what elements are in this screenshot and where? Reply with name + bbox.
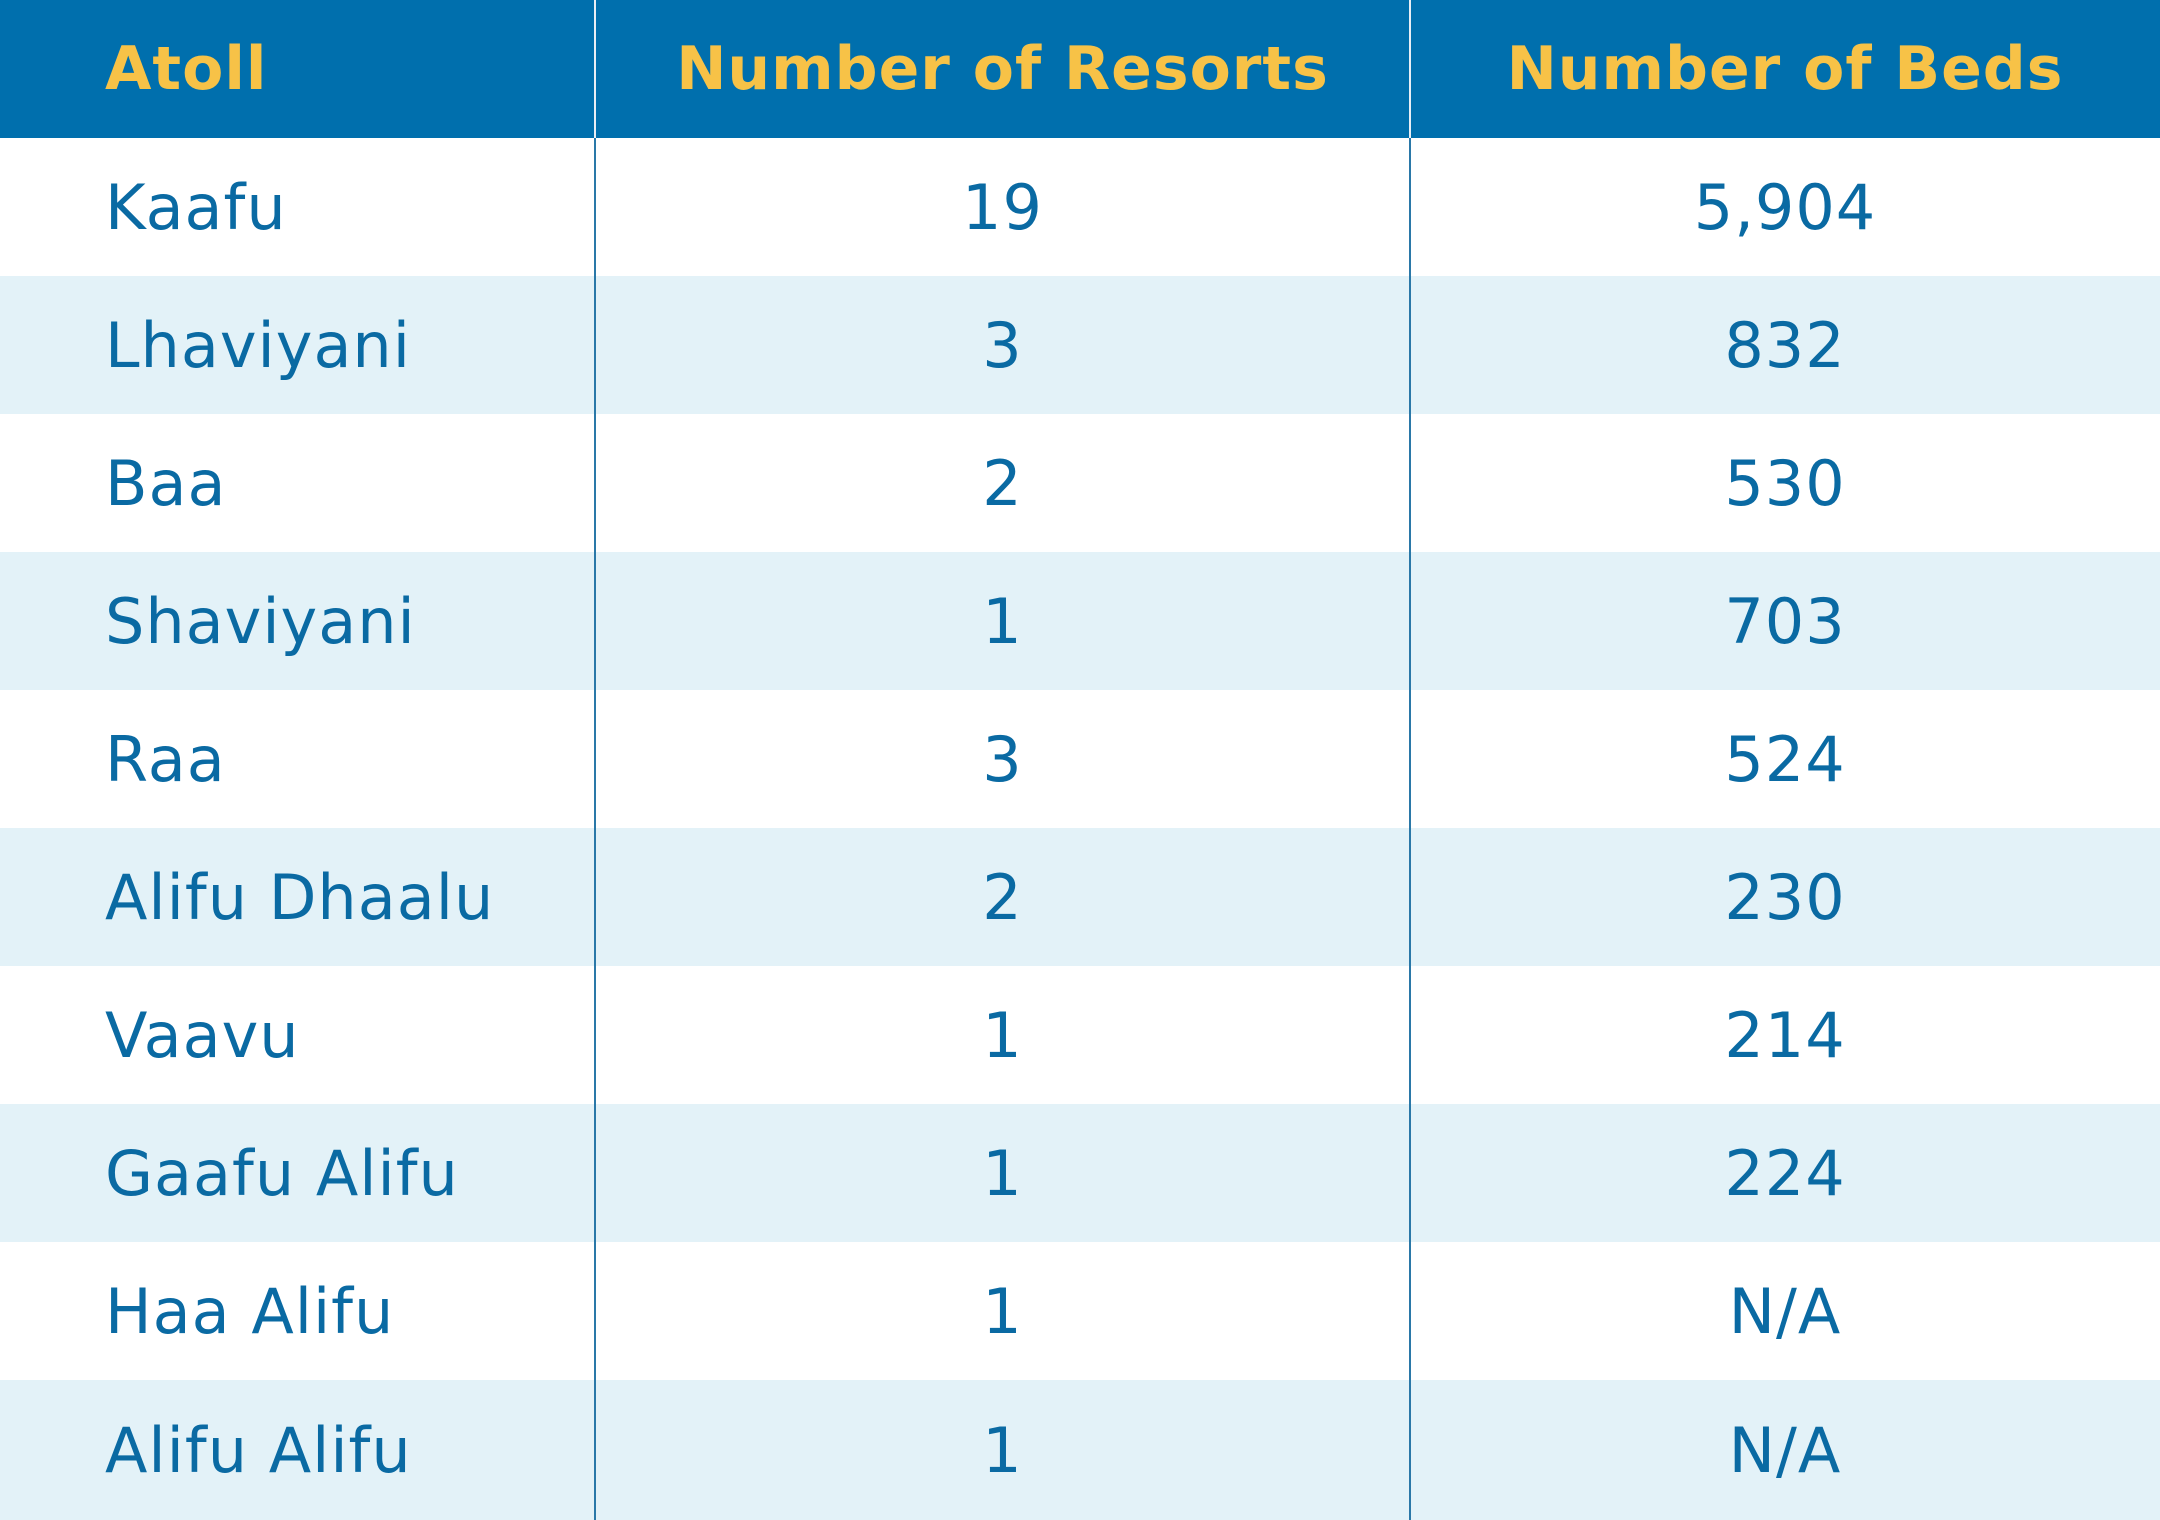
header-divider bbox=[594, 0, 596, 138]
beds-cell: 230 bbox=[1724, 860, 1846, 934]
atoll-cell: Lhaviyani bbox=[105, 308, 411, 382]
beds-cell: 530 bbox=[1724, 446, 1846, 520]
table-row: Alifu Alifu 1 N/A bbox=[0, 1380, 2160, 1520]
column-divider bbox=[1409, 0, 1411, 1520]
table-row: Vaavu 1 214 bbox=[0, 966, 2160, 1104]
beds-cell: N/A bbox=[1728, 1274, 1842, 1348]
beds-cell: 5,904 bbox=[1693, 170, 1877, 244]
header-number-of-resorts: Number of Resorts bbox=[676, 34, 1329, 104]
atoll-cell: Vaavu bbox=[105, 998, 300, 1072]
table-row: Lhaviyani 3 832 bbox=[0, 276, 2160, 414]
resorts-cell: 1 bbox=[982, 998, 1023, 1072]
beds-cell: 524 bbox=[1724, 722, 1846, 796]
resorts-cell: 3 bbox=[982, 722, 1023, 796]
beds-cell: N/A bbox=[1728, 1413, 1842, 1487]
atoll-cell: Shaviyani bbox=[105, 584, 416, 658]
resorts-cell: 2 bbox=[982, 860, 1023, 934]
beds-cell: 832 bbox=[1724, 308, 1846, 382]
resorts-cell: 1 bbox=[982, 1136, 1023, 1210]
atoll-cell: Raa bbox=[105, 722, 226, 796]
table-row: Baa 2 530 bbox=[0, 414, 2160, 552]
resorts-cell: 1 bbox=[982, 584, 1023, 658]
table-row: Shaviyani 1 703 bbox=[0, 552, 2160, 690]
beds-cell: 224 bbox=[1724, 1136, 1846, 1210]
beds-cell: 703 bbox=[1724, 584, 1846, 658]
resorts-cell: 19 bbox=[962, 170, 1043, 244]
header-atoll: Atoll bbox=[105, 34, 268, 104]
resorts-cell: 2 bbox=[982, 446, 1023, 520]
table-row: Alifu Dhaalu 2 230 bbox=[0, 828, 2160, 966]
resorts-cell: 1 bbox=[982, 1274, 1023, 1348]
resorts-cell: 3 bbox=[982, 308, 1023, 382]
header-number-of-beds: Number of Beds bbox=[1506, 34, 2064, 104]
beds-cell: 214 bbox=[1724, 998, 1846, 1072]
table-row: Raa 3 524 bbox=[0, 690, 2160, 828]
table-header: Atoll Number of Resorts Number of Beds bbox=[0, 0, 2160, 138]
table-row: Kaafu 19 5,904 bbox=[0, 138, 2160, 276]
header-divider bbox=[1409, 0, 1411, 138]
atoll-cell: Baa bbox=[105, 446, 227, 520]
table-row: Gaafu Alifu 1 224 bbox=[0, 1104, 2160, 1242]
atoll-cell: Gaafu Alifu bbox=[105, 1136, 459, 1210]
atoll-cell: Alifu Alifu bbox=[105, 1413, 412, 1487]
atoll-cell: Alifu Dhaalu bbox=[105, 860, 495, 934]
atoll-cell: Haa Alifu bbox=[105, 1274, 395, 1348]
column-divider bbox=[594, 0, 596, 1520]
atoll-cell: Kaafu bbox=[105, 170, 287, 244]
table-row: Haa Alifu 1 N/A bbox=[0, 1242, 2160, 1380]
resorts-cell: 1 bbox=[982, 1413, 1023, 1487]
